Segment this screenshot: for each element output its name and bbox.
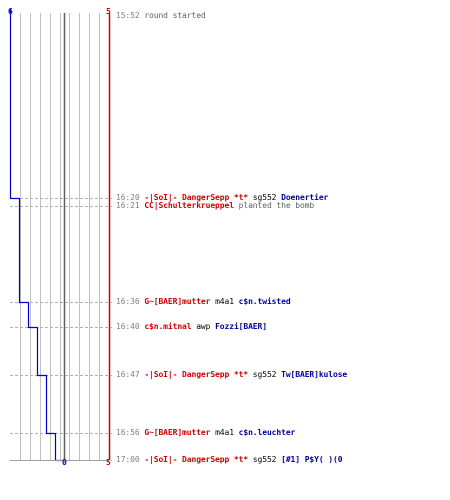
event-time: 17:00 (116, 455, 140, 464)
event-time: 16:40 (116, 322, 140, 331)
event-weapon: awp (196, 322, 211, 331)
event-target: Doenertier (281, 193, 329, 202)
event-actor: CC|Schulterkrueppel (144, 201, 234, 210)
event-weapon: m4a1 (215, 297, 234, 306)
axis-label-left-top: 6 (8, 7, 13, 16)
event-action: planted the bomb (238, 201, 315, 210)
event-target: [#1] P$Y( )(0 (281, 455, 343, 464)
event-actor: G~[BAER]mutter (144, 428, 211, 437)
event-time: 16:56 (116, 428, 140, 437)
event-action: round started (144, 11, 206, 20)
event-actor: G~[BAER]mutter (144, 297, 211, 306)
event-time: 15:52 (116, 11, 140, 20)
event-row: 16:56 G~[BAER]mutter m4a1 c$n.leuchter (116, 428, 295, 437)
event-time: 16:47 (116, 370, 140, 379)
ct-alive-step-line (9, 13, 66, 462)
axis-label-right-bottom: 5 (106, 458, 111, 467)
event-weapon: sg552 (252, 370, 277, 379)
event-target: c$n.twisted (238, 297, 291, 306)
event-actor: -|SoI|- DangerSepp *t* (144, 370, 249, 379)
event-weapon: sg552 (252, 455, 277, 464)
event-weapon: m4a1 (215, 428, 234, 437)
event-row: 16:36 G~[BAER]mutter m4a1 c$n.twisted (116, 297, 291, 306)
event-time: 16:36 (116, 297, 140, 306)
axis-label-bottom-center: 0 (62, 458, 67, 467)
event-row: 16:21 CC|Schulterkrueppel planted the bo… (116, 201, 314, 210)
event-time: 16:21 (116, 201, 140, 210)
event-time: 16:20 (116, 193, 140, 202)
event-row: 16:40 c$n.mitnal awp Fozzi[BAER] (116, 322, 267, 331)
event-actor: -|SoI|- DangerSepp *t* (144, 455, 249, 464)
axis-label-right-top: 5 (106, 7, 111, 16)
event-row: 16:20 -|SoI|- DangerSepp *t* sg552 Doene… (116, 193, 328, 202)
event-target: c$n.leuchter (238, 428, 296, 437)
event-row: 15:52 round started (116, 11, 206, 20)
event-actor: -|SoI|- DangerSepp *t* (144, 193, 249, 202)
event-actor: c$n.mitnal (144, 322, 192, 331)
event-target: Tw[BAER]kulose (281, 370, 348, 379)
event-row: 17:00 -|SoI|- DangerSepp *t* sg552 [#1] … (116, 455, 343, 464)
event-weapon: sg552 (252, 193, 277, 202)
event-target: Fozzi[BAER] (215, 322, 267, 331)
event-row: 16:47 -|SoI|- DangerSepp *t* sg552 Tw[BA… (116, 370, 347, 379)
